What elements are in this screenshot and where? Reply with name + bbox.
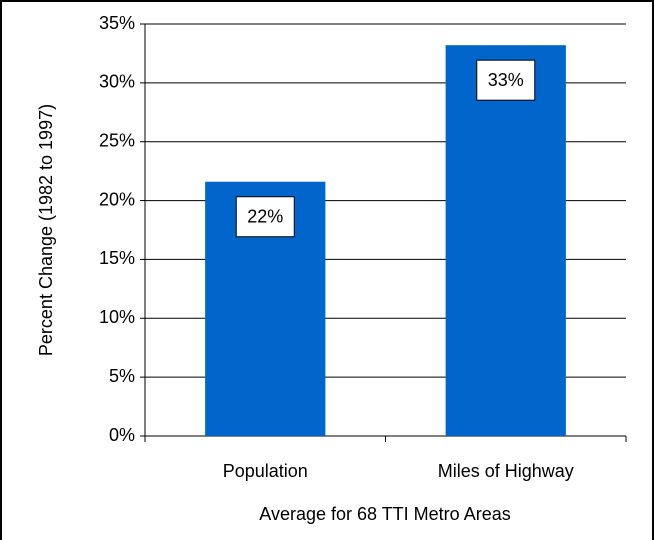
y-tick-label: 30% — [99, 72, 135, 92]
data-label: 33% — [488, 70, 524, 90]
data-label-box — [476, 59, 536, 101]
y-tick-label: 35% — [99, 13, 135, 33]
y-axis-title: Percent Change (1982 to 1997) — [36, 104, 56, 356]
y-tick-label: 20% — [99, 189, 135, 209]
data-label-box — [235, 196, 295, 238]
data-label: 22% — [247, 206, 283, 226]
y-tick-label: 0% — [109, 425, 135, 445]
x-axis-title: Average for 68 TTI Metro Areas — [259, 504, 510, 524]
x-tick-label: Miles of Highway — [438, 461, 574, 481]
y-tick-label: 25% — [99, 130, 135, 150]
bar — [445, 45, 566, 437]
x-tick-label: Population — [223, 461, 308, 481]
y-tick-label: 5% — [109, 366, 135, 386]
y-tick-label: 10% — [99, 307, 135, 327]
y-tick-label: 15% — [99, 248, 135, 268]
